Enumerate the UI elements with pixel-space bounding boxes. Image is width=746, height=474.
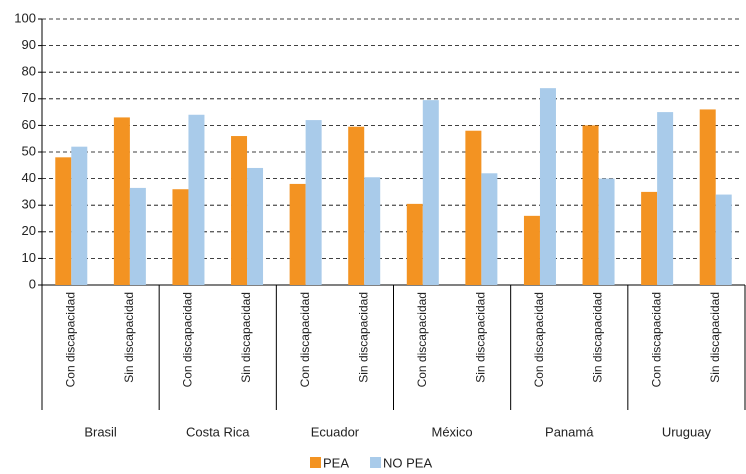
- y-tick-label: 50: [22, 143, 36, 158]
- bar: [406, 203, 423, 285]
- x-tick-label: Sin discapacidad: [356, 292, 370, 383]
- x-tick-label: Sin discapacidad: [474, 292, 488, 383]
- bar: [113, 117, 130, 285]
- legend-swatch: [310, 457, 321, 468]
- y-tick-label: 20: [22, 223, 36, 238]
- bar: [715, 194, 732, 285]
- legend-swatch: [370, 457, 382, 468]
- x-tick-label: Sin discapacidad: [122, 292, 136, 383]
- bar: [422, 100, 439, 285]
- bar: [699, 109, 716, 285]
- bar: [55, 157, 72, 285]
- x-tick-label: Sin discapacidad: [591, 292, 605, 383]
- legend-label: NO PEA: [383, 455, 432, 470]
- y-tick-label: 80: [22, 64, 36, 79]
- group-label: Brasil: [84, 424, 117, 439]
- bar: [71, 146, 88, 285]
- bar: [598, 178, 615, 285]
- group-label: Costa Rica: [186, 424, 250, 439]
- x-tick-label: Con discapacidad: [649, 292, 663, 387]
- x-tick-label: Sin discapacidad: [239, 292, 253, 383]
- y-tick-label: 70: [22, 90, 36, 105]
- y-tick-label: 30: [22, 197, 36, 212]
- group-label: Panamá: [545, 424, 594, 439]
- bar: [481, 173, 498, 285]
- y-tick-label: 60: [22, 117, 36, 132]
- bar: [523, 215, 540, 285]
- y-tick-label: 0: [29, 276, 36, 291]
- x-tick-label: Con discapacidad: [532, 292, 546, 387]
- bar: [364, 177, 381, 285]
- y-tick-label: 10: [22, 250, 36, 265]
- bar: [641, 191, 658, 285]
- bar: [172, 189, 189, 285]
- x-tick-label: Con discapacidad: [63, 292, 77, 387]
- bar: [247, 167, 264, 285]
- group-label: Ecuador: [311, 424, 360, 439]
- bar: [465, 130, 482, 285]
- bar: [582, 125, 599, 286]
- bar: [289, 183, 306, 285]
- group-label: México: [431, 424, 472, 439]
- x-tick-label: Con discapacidad: [415, 292, 429, 387]
- bar: [188, 114, 205, 285]
- group-label: Uruguay: [662, 424, 712, 439]
- y-tick-label: 100: [14, 10, 36, 25]
- bar: [348, 126, 365, 285]
- bar: [231, 136, 248, 285]
- bar: [305, 120, 322, 285]
- bar: [129, 187, 146, 285]
- y-tick-label: 90: [22, 37, 36, 52]
- x-tick-label: Con discapacidad: [181, 292, 195, 387]
- y-tick-label: 40: [22, 170, 36, 185]
- bar: [539, 88, 556, 285]
- x-tick-label: Sin discapacidad: [708, 292, 722, 383]
- x-tick-label: Con discapacidad: [298, 292, 312, 387]
- bar: [657, 112, 674, 285]
- legend-label: PEA: [323, 455, 349, 470]
